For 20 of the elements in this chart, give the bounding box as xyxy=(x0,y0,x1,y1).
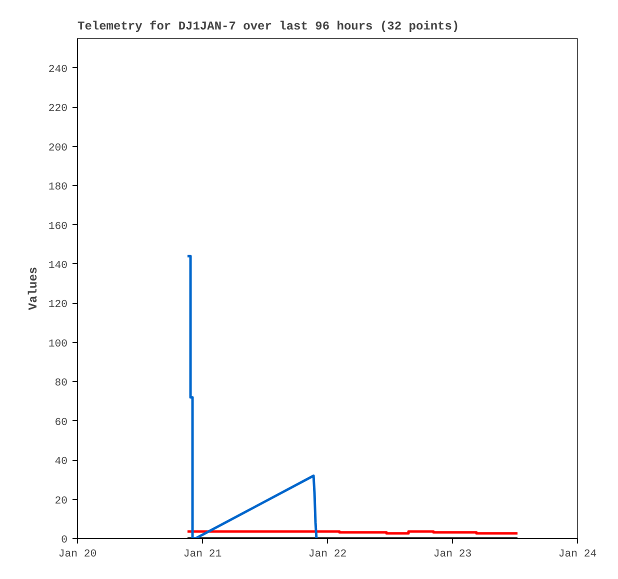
x-tick-label: Jan 22 xyxy=(308,548,347,560)
x-tick-label: Jan 24 xyxy=(558,548,597,560)
y-tick-label: 0 xyxy=(61,534,68,546)
y-tick-label: 200 xyxy=(48,142,68,154)
x-tick-label: Jan 20 xyxy=(58,548,97,560)
x-tick-label: Jan 23 xyxy=(433,548,472,560)
x-tick-label: Jan 21 xyxy=(183,548,222,560)
chart-title: Telemetry for DJ1JAN-7 over last 96 hours (32 points) xyxy=(78,20,460,34)
y-tick-label: 100 xyxy=(48,338,68,350)
y-tick-label: 80 xyxy=(54,378,68,390)
y-tick-label: 220 xyxy=(48,103,68,116)
y-tick-label: 240 xyxy=(48,64,68,76)
y-tick-label: 40 xyxy=(54,456,68,468)
y-tick-label: 180 xyxy=(48,182,68,194)
y-tick-label: 140 xyxy=(48,260,68,272)
y-tick-label: 60 xyxy=(54,416,68,429)
y-tick-label: 160 xyxy=(48,220,68,233)
y-axis-title: Values xyxy=(26,266,40,310)
y-tick-label: 20 xyxy=(54,495,68,508)
y-tick-label: 120 xyxy=(48,299,68,312)
